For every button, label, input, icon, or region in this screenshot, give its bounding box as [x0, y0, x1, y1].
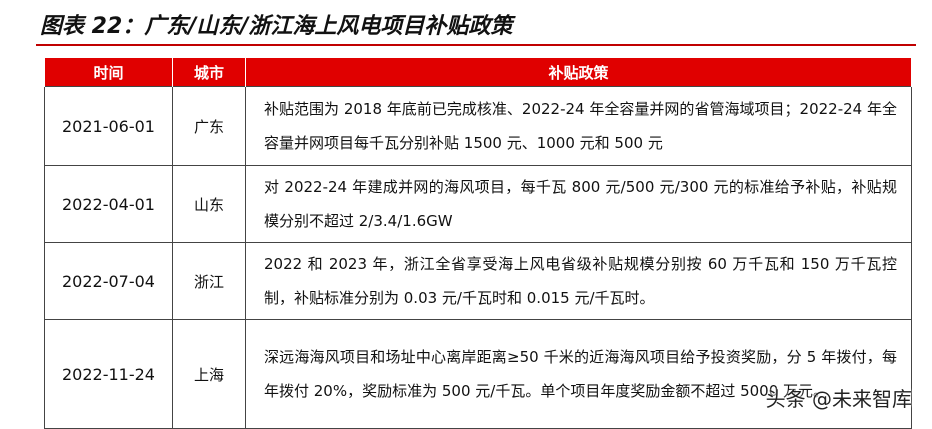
date-cell: 2022-11-24	[44, 319, 173, 429]
column-header: 时间	[44, 58, 173, 87]
table-row: 2022-04-01 山东对 2022-24 年建成并网的海风项目，每千瓦 800…	[44, 165, 912, 243]
policy-table: 时间 城市 补贴政策 2021-06-01 广东 补贴范围为 2018 年底前已完成核准…	[44, 58, 912, 429]
policy-cell: 补贴范围为 2018 年底前已完成核准、2022-24 年全容量并网的省管海域项…	[245, 86, 912, 166]
figure-title: 图表 22：广东/山东/浙江海上风电项目补贴政策	[40, 14, 513, 39]
column-header: 补贴政策	[245, 58, 912, 87]
column-header: 城市	[172, 58, 246, 87]
date-cell: 2022-07-04	[44, 242, 173, 320]
date-cell: 2022-04-01	[44, 165, 173, 243]
city-cell: 浙江	[172, 242, 246, 320]
header-row: 时间 城市 补贴政策	[44, 58, 912, 87]
table-body: 2021-06-01 广东 补贴范围为 2018 年底前已完成核准、2022-24 …	[44, 86, 912, 429]
table-row: 2022-07-04 浙江 2022 和 2023 年，浙江全省享受海上风电省级补贴…	[44, 242, 912, 320]
city-cell: 广东	[172, 86, 246, 166]
policy-cell: 深远海海风项目和场址中心离岸距离≥50 千米的近海海风项目给予投资奖励，分 5 …	[245, 319, 912, 429]
table-row: 2021-06-01 广东 补贴范围为 2018 年底前已完成核准、2022-24 …	[44, 86, 912, 166]
city-cell: 山东	[172, 165, 246, 243]
policy-cell: 对 2022-24 年建成并网的海风项目，每千瓦 800 元/500 元/300…	[245, 165, 912, 243]
policy-cell: 2022 和 2023 年，浙江全省享受海上风电省级补贴规模分别按 60 万千瓦…	[245, 242, 912, 320]
title-rule	[36, 44, 916, 46]
watermark: 头条 @未来智库	[765, 387, 912, 411]
city-cell: 上海	[172, 319, 246, 429]
table-row: 2022-11-24 上海 深远海海风项目和场址中心离岸距离≥50 千米的近海海风项…	[44, 319, 912, 429]
date-cell: 2021-06-01	[44, 86, 173, 166]
